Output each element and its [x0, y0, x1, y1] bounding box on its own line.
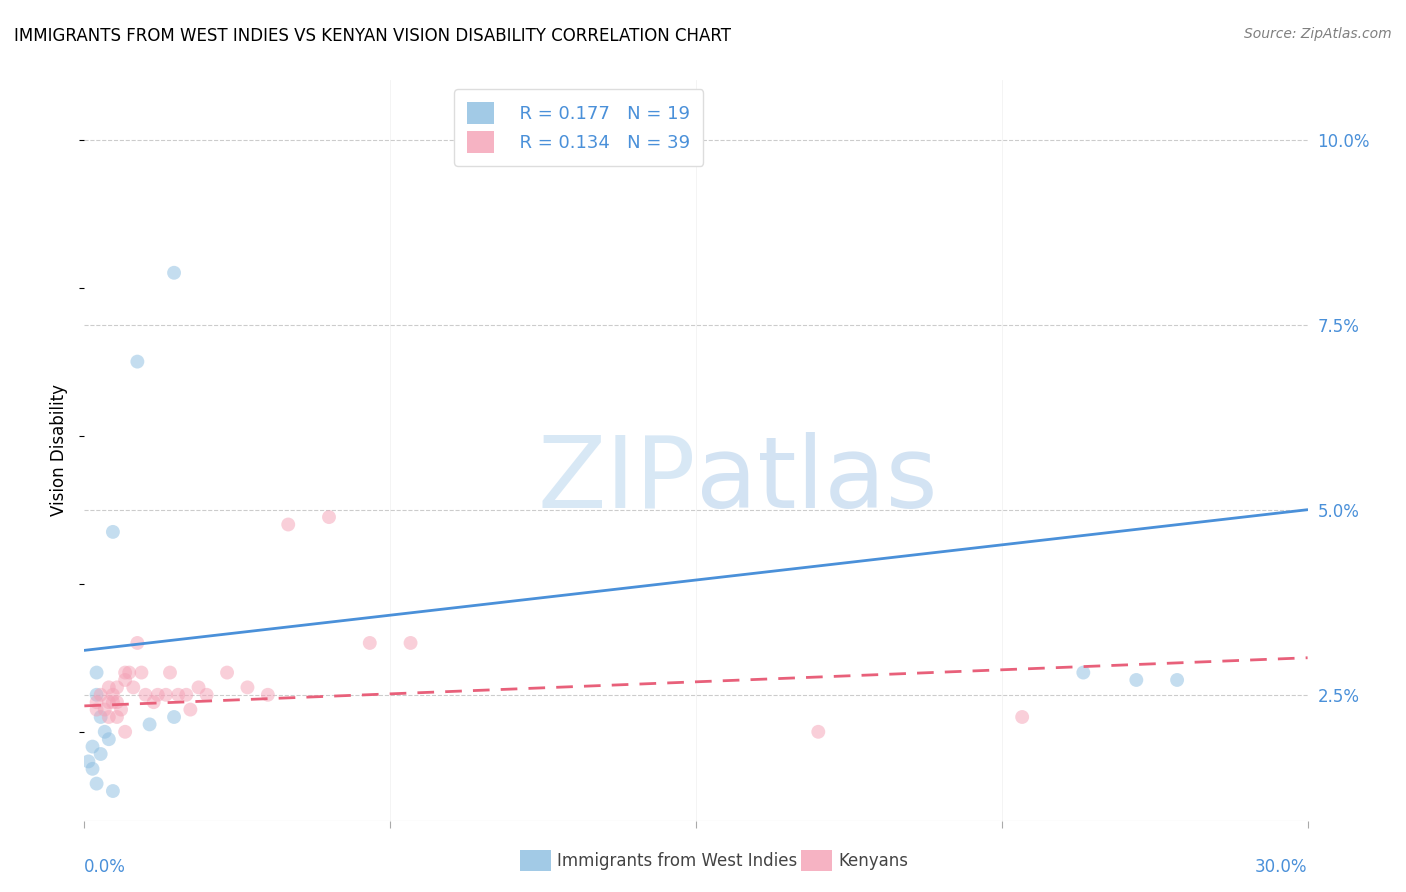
Point: [77, 755, 100, 769]
Point: [1011, 710, 1033, 724]
Text: 0.0%: 0.0%: [84, 858, 127, 876]
Point: [127, 636, 149, 650]
Point: [131, 665, 153, 680]
Point: [101, 695, 124, 709]
Text: Kenyans: Kenyans: [838, 852, 908, 870]
Point: [90, 688, 112, 702]
Point: [114, 724, 136, 739]
Point: [114, 665, 136, 680]
Point: [1073, 665, 1095, 680]
Point: [90, 710, 112, 724]
Point: [1166, 673, 1188, 687]
Point: [105, 695, 128, 709]
Point: [122, 681, 145, 695]
Point: [105, 710, 128, 724]
Point: [807, 724, 830, 739]
Point: [142, 695, 165, 709]
Point: [114, 673, 136, 687]
Point: [93, 724, 115, 739]
Point: [399, 636, 422, 650]
Point: [97, 681, 120, 695]
Point: [163, 710, 186, 724]
Point: [118, 665, 141, 680]
Point: [86, 665, 108, 680]
Text: Immigrants from West Indies: Immigrants from West Indies: [557, 852, 797, 870]
Point: [86, 776, 108, 791]
Point: [101, 524, 124, 539]
Point: [97, 732, 120, 747]
Point: [138, 717, 160, 731]
Y-axis label: Vision Disability: Vision Disability: [51, 384, 69, 516]
Point: [359, 636, 381, 650]
Point: [101, 784, 124, 798]
Point: [90, 747, 112, 761]
Point: [82, 739, 104, 754]
Point: [86, 695, 108, 709]
Point: [187, 681, 209, 695]
Point: [105, 681, 128, 695]
Point: [195, 688, 218, 702]
Point: [101, 688, 124, 702]
Point: [257, 688, 280, 702]
Point: [318, 510, 340, 524]
Point: [155, 688, 177, 702]
Point: [110, 703, 132, 717]
Point: [236, 681, 259, 695]
Text: IMMIGRANTS FROM WEST INDIES VS KENYAN VISION DISABILITY CORRELATION CHART: IMMIGRANTS FROM WEST INDIES VS KENYAN VI…: [14, 27, 731, 45]
Text: Source: ZipAtlas.com: Source: ZipAtlas.com: [1244, 27, 1392, 41]
Point: [277, 517, 299, 532]
Point: [97, 695, 120, 709]
Point: [135, 688, 157, 702]
Point: [163, 266, 186, 280]
Point: [93, 703, 115, 717]
Point: [174, 688, 197, 702]
Point: [1125, 673, 1147, 687]
Point: [86, 688, 108, 702]
Point: [167, 688, 190, 702]
Point: [82, 762, 104, 776]
Point: [159, 665, 181, 680]
Legend:   R = 0.177   N = 19,   R = 0.134   N = 39: R = 0.177 N = 19, R = 0.134 N = 39: [454, 89, 703, 166]
Point: [146, 688, 169, 702]
Point: [127, 354, 149, 368]
Point: [86, 703, 108, 717]
Text: ZIP: ZIP: [537, 432, 696, 529]
Point: [97, 710, 120, 724]
Point: [217, 665, 239, 680]
Text: atlas: atlas: [696, 432, 938, 529]
Text: 30.0%: 30.0%: [1256, 858, 1308, 876]
Point: [179, 703, 201, 717]
